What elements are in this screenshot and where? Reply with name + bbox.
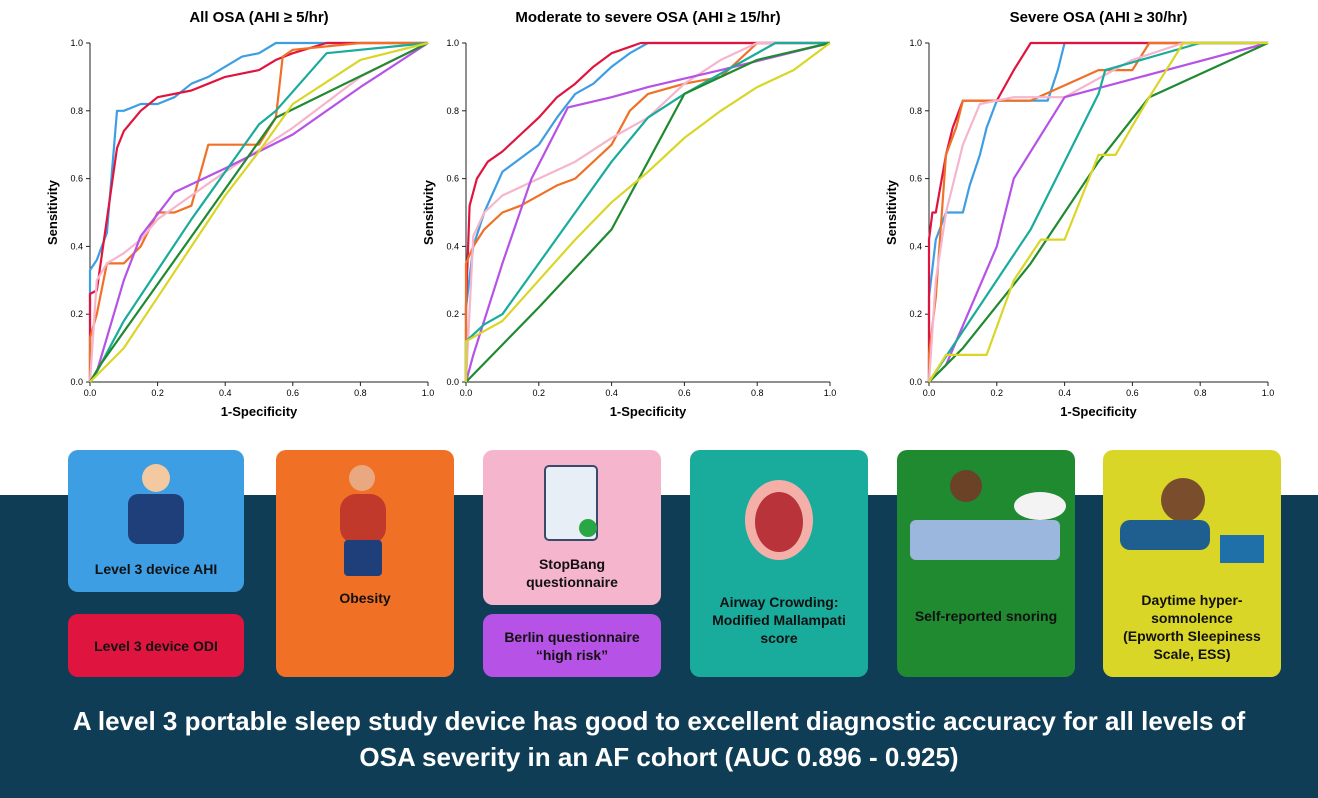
- y-tick-label: 0.4: [909, 241, 922, 251]
- x-tick-label: 0.8: [751, 388, 764, 398]
- x-tick-label: 0.4: [605, 388, 618, 398]
- y-tick-label: 0.6: [909, 174, 922, 184]
- legend-card: Daytime hyper-somnolence (Epworth Sleepi…: [1103, 450, 1281, 677]
- y-tick-label: 1.0: [70, 38, 83, 48]
- x-axis-label: 1-Specificity: [221, 404, 298, 419]
- y-axis-label: Sensitivity: [45, 179, 60, 245]
- y-tick-label: 0.0: [446, 377, 459, 387]
- y-tick-label: 0.0: [70, 377, 83, 387]
- legend-card: Airway Crowding: Modified Mallampati sco…: [690, 450, 868, 677]
- x-tick-label: 0.8: [1194, 388, 1207, 398]
- y-tick-label: 0.4: [446, 241, 459, 251]
- roc-curve: [90, 43, 428, 382]
- charts: All OSA (AHI ≥ 5/hr) 1-Specificity Sensiti…: [0, 0, 1318, 440]
- y-axis-label: Sensitivity: [884, 179, 899, 245]
- x-tick-label: 1.0: [824, 388, 837, 398]
- y-tick-label: 0.8: [446, 106, 459, 116]
- x-tick-label: 1.0: [1262, 388, 1275, 398]
- roc-curve: [90, 43, 428, 382]
- legend-card: StopBang questionnaire: [483, 450, 661, 605]
- legend-label: Berlin questionnaire “high risk”: [499, 628, 645, 664]
- x-tick-label: 0.4: [1058, 388, 1071, 398]
- y-tick-label: 0.8: [70, 106, 83, 116]
- roc-curve: [90, 43, 428, 382]
- x-tick-label: 0.0: [460, 388, 473, 398]
- legend-label: Daytime hyper-somnolence (Epworth Sleepi…: [1119, 591, 1265, 663]
- x-axis-label: 1-Specificity: [610, 404, 687, 419]
- legend-label: Level 3 device ODI: [94, 637, 218, 655]
- x-tick-label: 0.4: [219, 388, 232, 398]
- legend-card: Obesity: [276, 450, 454, 677]
- y-tick-label: 0.0: [909, 377, 922, 387]
- roc-curve: [90, 43, 428, 382]
- y-tick-label: 0.2: [909, 309, 922, 319]
- legend-card: Berlin questionnaire “high risk”: [483, 614, 661, 677]
- legend-label: Self-reported snoring: [915, 607, 1057, 625]
- x-tick-label: 0.2: [991, 388, 1004, 398]
- x-tick-label: 0.6: [287, 388, 300, 398]
- x-tick-label: 0.0: [923, 388, 936, 398]
- y-tick-label: 1.0: [446, 38, 459, 48]
- legend-label: Level 3 device AHI: [95, 560, 217, 578]
- chart-title: All OSA (AHI ≥ 5/hr): [189, 9, 328, 26]
- legend-card: Self-reported snoring: [897, 450, 1075, 677]
- y-tick-label: 0.6: [446, 174, 459, 184]
- x-tick-label: 0.6: [1126, 388, 1139, 398]
- y-tick-label: 0.4: [70, 241, 83, 251]
- roc-curve: [90, 43, 428, 382]
- legend-label: StopBang questionnaire: [499, 555, 645, 591]
- x-tick-label: 0.2: [533, 388, 546, 398]
- roc-curve: [90, 43, 428, 382]
- x-tick-label: 0.8: [354, 388, 367, 398]
- legend-label: Obesity: [339, 589, 390, 607]
- x-tick-label: 0.2: [151, 388, 164, 398]
- legend-card: Level 3 device ODI: [68, 614, 244, 677]
- x-tick-label: 1.0: [422, 388, 435, 398]
- roc-curve: [929, 43, 1268, 382]
- roc-curve: [90, 43, 428, 382]
- chart-title: Severe OSA (AHI ≥ 30/hr): [1010, 9, 1188, 26]
- legend-card: Level 3 device AHI: [68, 450, 244, 592]
- x-tick-label: 0.6: [678, 388, 691, 398]
- x-tick-label: 0.0: [84, 388, 97, 398]
- x-axis-label: 1-Specificity: [1060, 404, 1137, 419]
- chart-title: Moderate to severe OSA (AHI ≥ 15/hr): [515, 9, 780, 26]
- legend-label: Airway Crowding: Modified Mallampati sco…: [706, 593, 852, 647]
- y-tick-label: 1.0: [909, 38, 922, 48]
- conclusion: A level 3 portable sleep study device ha…: [60, 703, 1258, 775]
- y-tick-label: 0.2: [446, 309, 459, 319]
- y-tick-label: 0.6: [70, 174, 83, 184]
- roc-curve: [90, 43, 428, 382]
- page: All OSA (AHI ≥ 5/hr) 1-Specificity Sensiti…: [0, 0, 1318, 798]
- y-axis-label: Sensitivity: [421, 179, 436, 245]
- y-tick-label: 0.8: [909, 106, 922, 116]
- y-tick-label: 0.2: [70, 309, 83, 319]
